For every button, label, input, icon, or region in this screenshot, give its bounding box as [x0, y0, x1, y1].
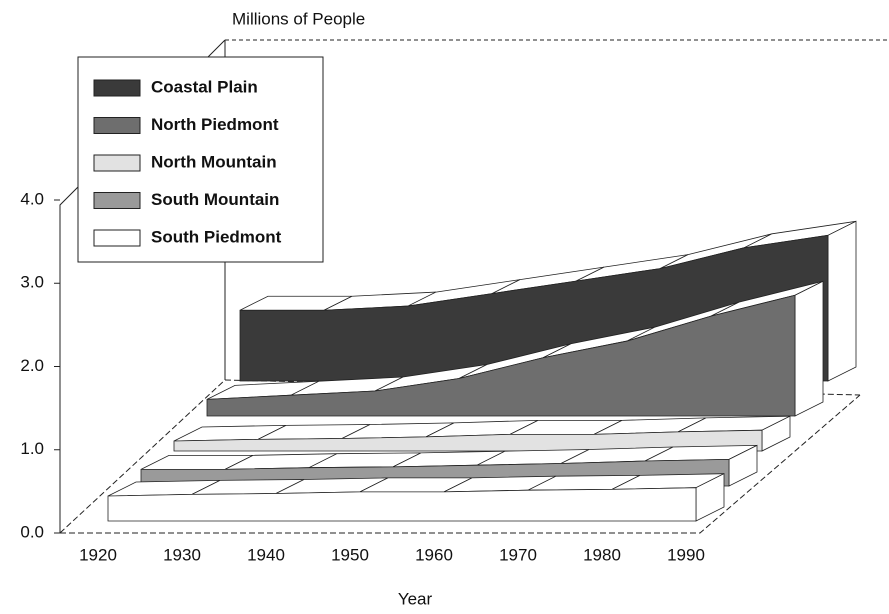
x-tick-label: 1950 [331, 545, 369, 564]
x-tick-label: 1980 [583, 545, 621, 564]
legend-swatch [94, 80, 140, 96]
legend-swatch [94, 230, 140, 246]
ribbon-end [828, 221, 856, 381]
x-tick-label: 1960 [415, 545, 453, 564]
legend-label: North Piedmont [151, 115, 279, 134]
legend-swatch [94, 193, 140, 209]
chart: Millions of People Year Coastal Plain Nor… [0, 0, 889, 614]
x-tick-label: 1970 [499, 545, 537, 564]
x-tick-label: 1940 [247, 545, 285, 564]
x-tick-label: 1930 [163, 545, 201, 564]
legend-swatch [94, 155, 140, 171]
legend-label: South Piedmont [151, 227, 282, 246]
legend-label: Coastal Plain [151, 77, 258, 96]
ribbon [108, 474, 724, 521]
y-tick-label: 3.0 [20, 273, 44, 292]
y-tick-label: 2.0 [20, 356, 44, 375]
plot [108, 221, 856, 521]
x-tick-label: 1990 [667, 545, 705, 564]
y-tick-label: 1.0 [20, 439, 44, 458]
ribbon [174, 416, 790, 451]
x-tick-label: 1920 [79, 545, 117, 564]
chart-title: Millions of People [232, 9, 365, 28]
y-tick-label: 0.0 [20, 522, 44, 541]
x-axis-label: Year [398, 589, 433, 608]
legend-label: South Mountain [151, 190, 279, 209]
page: Millions of People Year Coastal Plain Nor… [0, 0, 889, 614]
ribbon-end [795, 281, 823, 416]
legend-swatch [94, 118, 140, 134]
legend-label: North Mountain [151, 152, 277, 171]
y-tick-label: 4.0 [20, 189, 44, 208]
